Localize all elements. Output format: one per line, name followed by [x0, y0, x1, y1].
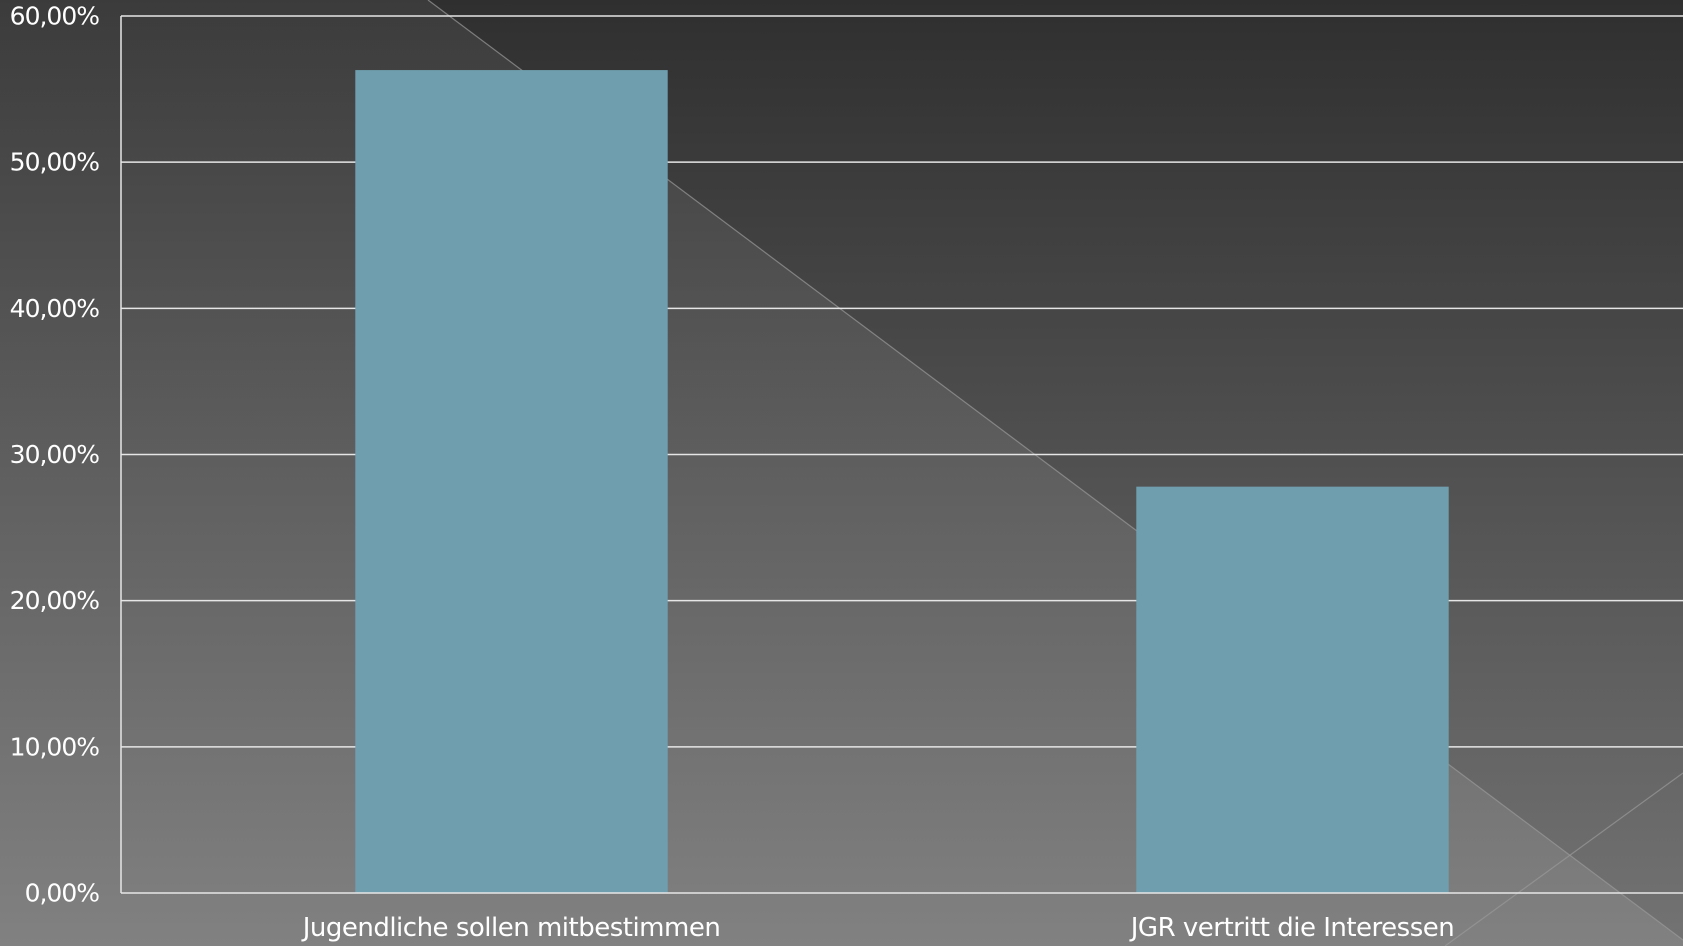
bar — [355, 70, 667, 893]
y-tick-label: 50,00% — [10, 148, 100, 177]
x-category-label: Jugendliche sollen mitbestimmen — [301, 913, 721, 943]
y-tick-label: 40,00% — [10, 294, 100, 323]
x-category-label: JGR vertritt die Interessen — [1129, 913, 1454, 943]
y-tick-label: 30,00% — [10, 440, 100, 469]
y-tick-label: 20,00% — [10, 586, 100, 615]
y-tick-label: 60,00% — [10, 2, 100, 31]
y-tick-label: 10,00% — [10, 732, 100, 761]
y-tick-label: 0,00% — [25, 879, 100, 908]
bar — [1136, 487, 1448, 893]
